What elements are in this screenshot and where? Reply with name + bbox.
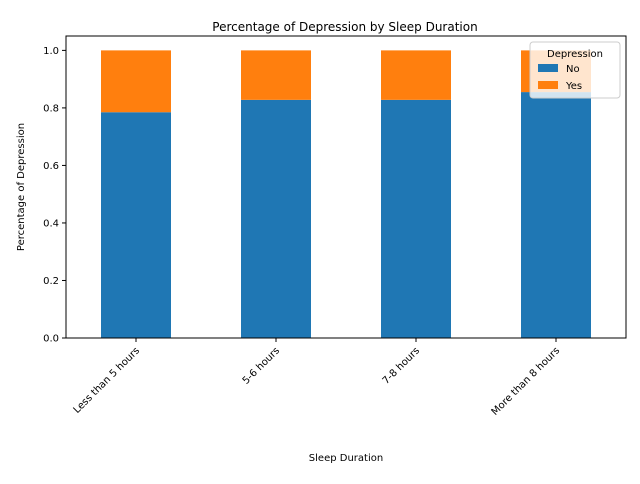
y-tick-label: 1.0 <box>43 46 59 57</box>
x-tick-label: Less than 5 hours <box>72 345 143 416</box>
x-tick-label: 5-6 hours <box>241 345 282 386</box>
y-tick-label: 0.0 <box>43 334 59 345</box>
bar-no-0 <box>101 112 171 338</box>
legend-swatch-yes <box>538 81 558 89</box>
plot-frame <box>65 35 627 339</box>
bar-yes-2 <box>381 50 451 100</box>
legend-label-no: No <box>566 64 580 75</box>
y-tick-label: 0.8 <box>43 103 59 114</box>
y-axis-label: Percentage of Depression <box>16 123 27 251</box>
bar-no-1 <box>241 99 311 338</box>
plot-area <box>101 50 591 338</box>
y-tick-label: 0.6 <box>43 161 59 172</box>
bar-no-3 <box>521 92 591 338</box>
x-axis-label: Sleep Duration <box>309 453 383 464</box>
legend-label-yes: Yes <box>565 81 582 92</box>
chart-title: Percentage of Depression by Sleep Durati… <box>212 20 477 34</box>
x-tick-label: More than 8 hours <box>490 345 563 418</box>
legend-title: Depression <box>547 49 603 60</box>
legend-swatch-no <box>538 64 558 72</box>
x-tick-label: 7-8 hours <box>381 345 422 386</box>
y-tick-label: 0.2 <box>43 276 59 287</box>
legend: Depression No Yes <box>529 41 621 99</box>
bar-yes-1 <box>241 50 311 100</box>
bar-no-2 <box>381 99 451 338</box>
y-tick-label: 0.4 <box>43 218 59 229</box>
bar-yes-0 <box>101 50 171 113</box>
